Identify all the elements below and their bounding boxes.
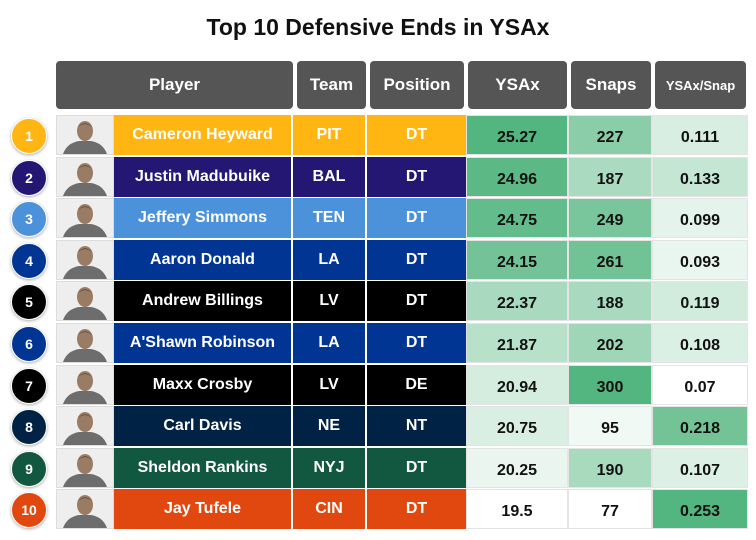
player-name: Aaron Donald bbox=[114, 239, 293, 280]
player-headshot-icon bbox=[56, 156, 114, 197]
player-name: Andrew Billings bbox=[114, 281, 293, 322]
ysax-value: 20.25 bbox=[466, 447, 568, 488]
snaps-value: 95 bbox=[568, 406, 652, 447]
header-ysax-per-snap: YSAx/Snap bbox=[655, 61, 746, 109]
player-name: Cameron Heyward bbox=[114, 115, 293, 155]
ysax-value: 19.5 bbox=[466, 489, 568, 530]
table-row: 7 Maxx Crosby LV DE 20.94 300 0.07 bbox=[0, 364, 756, 405]
rank-badge: 7 bbox=[11, 367, 47, 404]
team-abbr: TEN bbox=[293, 198, 367, 239]
header-player: Player bbox=[56, 61, 293, 109]
position-cell: DT bbox=[367, 281, 466, 322]
ysax-per-snap-value: 0.108 bbox=[652, 323, 748, 363]
ysax-value: 22.37 bbox=[466, 281, 568, 322]
player-name: Jay Tufele bbox=[114, 489, 293, 530]
rank-badge: 1 bbox=[11, 118, 47, 154]
rank-badge: 9 bbox=[11, 450, 47, 487]
ysax-per-snap-value: 0.253 bbox=[652, 489, 748, 530]
snaps-value: 249 bbox=[568, 198, 652, 239]
team-abbr: CIN bbox=[293, 489, 367, 530]
table-row: 9 Sheldon Rankins NYJ DT 20.25 190 0.107 bbox=[0, 447, 756, 488]
player-name: Sheldon Rankins bbox=[114, 447, 293, 488]
position-cell: DE bbox=[367, 364, 466, 405]
position-cell: DT bbox=[367, 115, 466, 155]
ysax-value: 20.94 bbox=[466, 364, 568, 405]
team-abbr: NYJ bbox=[293, 447, 367, 488]
table-row: 5 Andrew Billings LV DT 22.37 188 0.119 bbox=[0, 281, 756, 322]
ysax-per-snap-value: 0.133 bbox=[652, 156, 748, 197]
player-headshot-icon bbox=[56, 281, 114, 322]
ysax-per-snap-value: 0.111 bbox=[652, 115, 748, 155]
team-abbr: NE bbox=[293, 406, 367, 447]
ysax-value: 24.15 bbox=[466, 239, 568, 280]
ysax-per-snap-value: 0.119 bbox=[652, 281, 748, 322]
player-headshot-icon bbox=[56, 323, 114, 363]
snaps-value: 190 bbox=[568, 447, 652, 488]
player-name: A'Shawn Robinson bbox=[114, 323, 293, 363]
team-abbr: PIT bbox=[293, 115, 367, 155]
ysax-per-snap-value: 0.093 bbox=[652, 239, 748, 280]
snaps-value: 77 bbox=[568, 489, 652, 530]
snaps-value: 300 bbox=[568, 364, 652, 405]
ysax-per-snap-value: 0.07 bbox=[652, 364, 748, 405]
player-headshot-icon bbox=[56, 198, 114, 239]
ysax-value: 24.96 bbox=[466, 156, 568, 197]
table-row: 6 A'Shawn Robinson LA DT 21.87 202 0.108 bbox=[0, 323, 756, 363]
ysax-value: 20.75 bbox=[466, 406, 568, 447]
table-row: 4 Aaron Donald LA DT 24.15 261 0.093 bbox=[0, 239, 756, 280]
position-cell: DT bbox=[367, 489, 466, 530]
ysax-value: 21.87 bbox=[466, 323, 568, 363]
table-row: 1 Cameron Heyward PIT DT 25.27 227 0.111 bbox=[0, 115, 756, 155]
header-position: Position bbox=[370, 61, 464, 109]
player-name: Jeffery Simmons bbox=[114, 198, 293, 239]
player-headshot-icon bbox=[56, 447, 114, 488]
rank-badge: 5 bbox=[11, 284, 47, 321]
rank-badge: 2 bbox=[11, 159, 47, 196]
position-cell: NT bbox=[367, 406, 466, 447]
chart-title: Top 10 Defensive Ends in YSAx bbox=[206, 14, 550, 40]
player-headshot-icon bbox=[56, 115, 114, 155]
position-cell: DT bbox=[367, 239, 466, 280]
team-abbr: LV bbox=[293, 364, 367, 405]
position-cell: DT bbox=[367, 447, 466, 488]
ysax-value: 25.27 bbox=[466, 115, 568, 155]
rank-badge: 3 bbox=[11, 201, 47, 238]
snaps-value: 227 bbox=[568, 115, 652, 155]
ysax-per-snap-value: 0.218 bbox=[652, 406, 748, 447]
rank-badge: 6 bbox=[11, 326, 47, 362]
ysax-per-snap-value: 0.099 bbox=[652, 198, 748, 239]
team-abbr: LA bbox=[293, 323, 367, 363]
snaps-value: 261 bbox=[568, 239, 652, 280]
player-name: Maxx Crosby bbox=[114, 364, 293, 405]
team-abbr: LV bbox=[293, 281, 367, 322]
rank-badge: 8 bbox=[11, 409, 47, 446]
team-abbr: BAL bbox=[293, 156, 367, 197]
position-cell: DT bbox=[367, 198, 466, 239]
ysax-value: 24.75 bbox=[466, 198, 568, 239]
team-abbr: LA bbox=[293, 239, 367, 280]
position-cell: DT bbox=[367, 156, 466, 197]
player-headshot-icon bbox=[56, 489, 114, 530]
header-team: Team bbox=[297, 61, 366, 109]
header-snaps: Snaps bbox=[571, 61, 651, 109]
player-headshot-icon bbox=[56, 406, 114, 447]
player-name: Carl Davis bbox=[114, 406, 293, 447]
rank-badge: 10 bbox=[11, 492, 47, 529]
snaps-value: 187 bbox=[568, 156, 652, 197]
table-row: 3 Jeffery Simmons TEN DT 24.75 249 0.099 bbox=[0, 198, 756, 239]
player-headshot-icon bbox=[56, 364, 114, 405]
table-row: 8 Carl Davis NE NT 20.75 95 0.218 bbox=[0, 406, 756, 447]
table-row: 10 Jay Tufele CIN DT 19.5 77 0.253 bbox=[0, 489, 756, 530]
ysax-per-snap-value: 0.107 bbox=[652, 447, 748, 488]
snaps-value: 188 bbox=[568, 281, 652, 322]
rank-badge: 4 bbox=[11, 242, 47, 279]
table-row: 2 Justin Madubuike BAL DT 24.96 187 0.133 bbox=[0, 156, 756, 197]
snaps-value: 202 bbox=[568, 323, 652, 363]
player-headshot-icon bbox=[56, 239, 114, 280]
player-name: Justin Madubuike bbox=[114, 156, 293, 197]
header-ysax: YSAx bbox=[468, 61, 567, 109]
position-cell: DT bbox=[367, 323, 466, 363]
